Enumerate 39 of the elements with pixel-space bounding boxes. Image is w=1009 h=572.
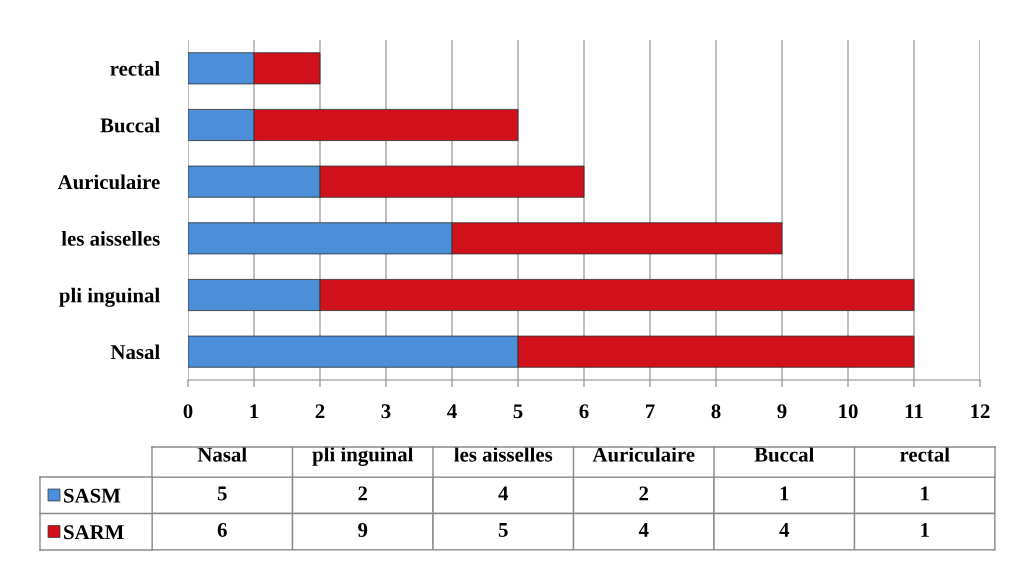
y-tick-label: Auriculaire	[57, 174, 160, 190]
data-label: 5	[217, 486, 227, 501]
y-tick-label: Nasal	[110, 344, 160, 360]
x-tick-label: 3	[381, 404, 391, 419]
x-tick-label: rectal	[900, 447, 950, 462]
x-tick-label: 1	[250, 404, 259, 419]
x-tick-label: 11	[905, 404, 923, 419]
x-tick-label: 12	[971, 404, 990, 419]
x-tick-label: 2	[315, 404, 325, 419]
data-label: 4	[498, 486, 509, 501]
y-tick-label: les aisselles	[61, 231, 160, 246]
data-label: 2	[358, 486, 368, 501]
y-tick-label: SARM	[64, 525, 124, 540]
data-label: 5	[498, 523, 508, 537]
data-label: 1	[780, 486, 789, 501]
x-tick-label: pli inguinal	[312, 446, 414, 466]
x-tick-label: Nasal	[197, 447, 247, 462]
y-tick-label: rectal	[110, 61, 160, 76]
x-tick-label: 0	[183, 404, 193, 419]
x-tick-label: 4	[447, 404, 457, 419]
data-label: 6	[217, 522, 227, 537]
x-tick-label: 7	[645, 404, 655, 419]
x-tick-label: les aisselles	[454, 447, 553, 462]
data-label: 1	[921, 523, 929, 537]
x-tick-label: 6	[579, 404, 589, 419]
data-label: 9	[358, 522, 368, 537]
data-label: 4	[779, 523, 790, 537]
x-tick-label: Buccal	[754, 447, 814, 462]
data-label: 1	[921, 486, 929, 501]
y-tick-label: Buccal	[100, 117, 160, 133]
x-tick-label: 5	[513, 404, 523, 419]
x-tick-label: 9	[777, 404, 787, 419]
x-tick-label: 10	[839, 404, 858, 419]
data-label: 2	[639, 486, 649, 501]
y-tick-label: SASM	[64, 488, 121, 503]
x-tick-label: Auriculaire	[592, 447, 695, 462]
x-tick-label: 8	[711, 404, 721, 419]
data-label: 4	[638, 523, 649, 537]
y-tick-label: pli inguinal	[59, 287, 160, 307]
